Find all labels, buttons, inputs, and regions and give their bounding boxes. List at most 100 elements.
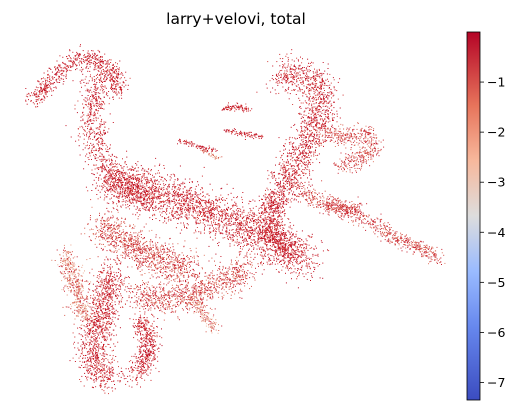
cell-point — [152, 193, 154, 195]
cell-point — [151, 197, 153, 199]
cell-point — [280, 165, 282, 167]
cell-point — [109, 164, 111, 166]
cell-point — [292, 241, 294, 243]
cell-point — [212, 208, 213, 210]
cell-point — [319, 102, 321, 104]
cell-point — [127, 183, 129, 185]
cell-point — [101, 149, 103, 151]
cell-point — [280, 231, 282, 233]
cell-point — [160, 201, 162, 203]
cell-point — [93, 95, 94, 97]
cell-point — [321, 81, 323, 83]
cell-point — [122, 74, 124, 76]
cell-point — [226, 209, 227, 210]
cell-point — [283, 241, 285, 243]
cell-point — [48, 90, 50, 92]
cell-point — [129, 205, 131, 206]
cell-point — [103, 75, 105, 77]
cell-point — [98, 177, 100, 179]
cell-point — [109, 113, 111, 115]
cell-point — [137, 207, 139, 209]
cell-point — [40, 93, 42, 95]
cell-point — [43, 72, 45, 74]
cell-point — [105, 169, 107, 171]
cell-point — [182, 188, 184, 190]
cell-point — [110, 59, 112, 61]
cell-point — [305, 164, 307, 165]
cell-point — [314, 245, 316, 247]
cell-point — [43, 87, 45, 89]
cell-point — [124, 179, 126, 181]
cell-point — [321, 86, 322, 88]
cell-point — [208, 213, 210, 215]
cell-point — [94, 57, 96, 59]
cell-point — [79, 53, 81, 54]
cell-point — [154, 181, 156, 183]
cell-point — [210, 205, 212, 207]
cell-point — [159, 220, 161, 222]
cell-point — [305, 77, 307, 79]
cell-point — [195, 223, 197, 225]
cell-point — [323, 98, 325, 99]
cell-point — [101, 160, 103, 162]
cell-point — [303, 117, 304, 119]
cell-point — [150, 180, 152, 181]
cell-point — [110, 168, 112, 170]
cell-point — [280, 254, 282, 256]
cell-point — [235, 202, 237, 204]
cell-point — [247, 233, 249, 235]
cell-point — [138, 197, 140, 199]
cell-point — [115, 89, 117, 91]
cell-point — [89, 61, 91, 63]
cell-point — [40, 99, 41, 101]
cell-point — [137, 187, 139, 189]
cell-point — [257, 219, 259, 221]
cell-point — [282, 243, 284, 245]
cell-point — [120, 192, 121, 194]
cell-point — [75, 65, 77, 67]
cell-point — [79, 136, 81, 138]
cell-point — [244, 240, 246, 242]
cell-point — [187, 191, 189, 193]
cell-point — [311, 233, 313, 235]
cell-point — [272, 232, 274, 234]
cell-point — [59, 70, 61, 72]
cell-point — [93, 135, 95, 137]
cell-point — [94, 91, 96, 93]
cell-point — [43, 95, 45, 97]
cell-point — [162, 210, 164, 212]
cell-point — [303, 111, 305, 113]
cell-point — [138, 200, 140, 202]
cell-point — [177, 193, 179, 195]
cell-point — [138, 177, 140, 179]
cell-point — [144, 173, 146, 174]
cell-point — [298, 168, 300, 170]
cell-point — [308, 181, 310, 183]
cell-point — [93, 137, 95, 139]
cell-point — [96, 58, 98, 60]
cell-point — [147, 171, 149, 173]
cell-point — [243, 216, 245, 218]
cell-point — [189, 210, 191, 212]
cell-point — [276, 228, 278, 230]
cell-point — [93, 131, 95, 132]
cell-point — [103, 81, 105, 82]
cell-point — [137, 218, 139, 220]
cell-point — [59, 66, 61, 68]
cell-point — [291, 251, 293, 253]
cell-point — [232, 234, 234, 236]
cell-point — [274, 238, 276, 240]
cell-point — [91, 148, 93, 150]
cell-point — [179, 198, 181, 200]
cell-point — [193, 207, 194, 209]
cell-point — [123, 172, 125, 174]
cell-point — [136, 178, 138, 179]
cell-point — [101, 164, 103, 166]
cell-point — [107, 68, 109, 70]
cell-point — [134, 198, 135, 200]
cell-point — [124, 184, 126, 186]
cell-point — [196, 211, 198, 213]
cell-point — [212, 207, 214, 208]
cell-point — [48, 77, 50, 79]
cell-point — [298, 256, 300, 258]
